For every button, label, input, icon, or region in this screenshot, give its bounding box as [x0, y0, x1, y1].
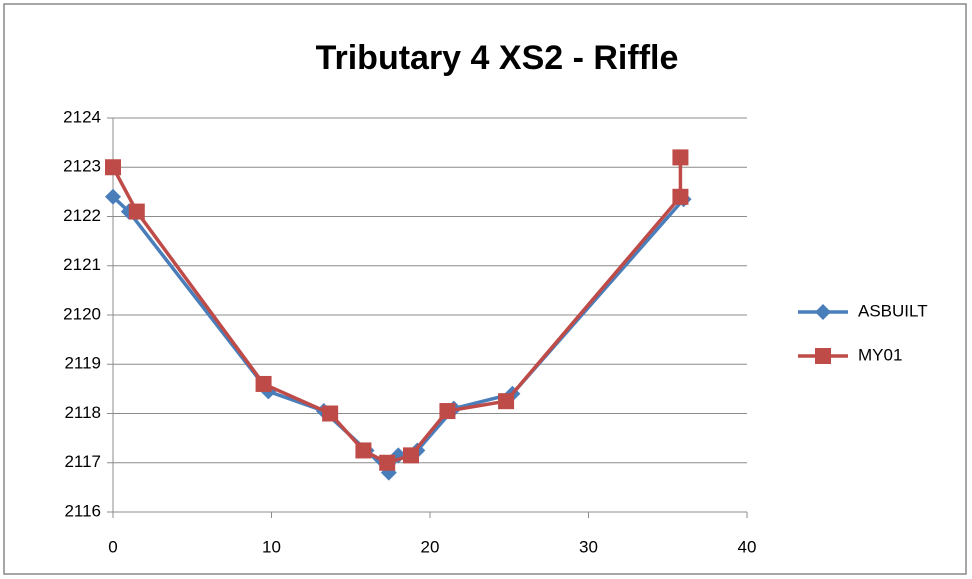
point — [498, 393, 515, 410]
point — [402, 447, 419, 464]
y-tick-label: 2124 — [63, 107, 101, 126]
y-tick-label: 2116 — [64, 501, 101, 520]
x-tick-label: 30 — [579, 537, 598, 556]
x-tick-label: 10 — [262, 537, 281, 556]
y-tick-label: 2121 — [63, 255, 101, 274]
point — [672, 149, 689, 166]
point — [105, 188, 121, 205]
x-tick-label: 40 — [738, 537, 757, 556]
legend-label: MY01 — [858, 345, 902, 364]
y-tick-label: 2119 — [64, 354, 101, 373]
legend-label: ASBUILT — [858, 301, 928, 320]
legend-marker — [815, 348, 831, 364]
point — [672, 188, 689, 205]
y-tick-label: 2122 — [63, 206, 101, 225]
point — [355, 442, 372, 459]
y-tick-label: 2117 — [64, 452, 101, 471]
y-tick-label: 2120 — [63, 304, 101, 323]
x-tick-label: 20 — [421, 537, 440, 556]
point — [128, 203, 145, 220]
point — [439, 403, 456, 420]
y-tick-label: 2123 — [63, 157, 101, 176]
point — [255, 375, 272, 392]
point — [105, 159, 121, 176]
point — [379, 454, 396, 471]
point — [322, 405, 339, 422]
y-tick-label: 2118 — [64, 403, 101, 422]
chart-title: Tributary 4 XS2 - Riffle — [316, 39, 679, 77]
x-tick-label: 0 — [108, 537, 117, 556]
legend-marker — [815, 304, 831, 320]
chart-border — [3, 3, 967, 575]
